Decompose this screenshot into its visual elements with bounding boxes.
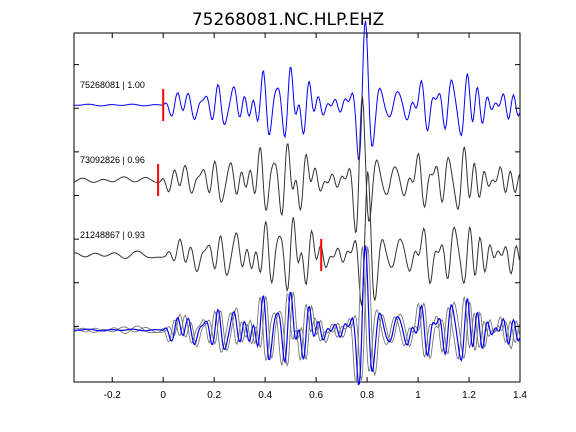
trace-line	[73, 20, 520, 161]
x-tick-label: -0.2	[104, 390, 122, 401]
x-tick-label: 1	[415, 390, 421, 401]
picks-group	[157, 89, 323, 271]
overlay-trace-line	[73, 246, 520, 381]
trace-labels-group: 75268081 | 1.00 73092826 | 0.96 21248867 |…	[80, 80, 145, 240]
y-axis	[74, 64, 520, 327]
trace-label: 73092826 | 0.96	[80, 155, 145, 165]
chart-title: 75268081.NC.HLP.EHZ	[192, 10, 384, 30]
traces-group	[73, 20, 521, 386]
trace-label: 75268081 | 1.00	[80, 80, 145, 90]
plot-frame	[73, 32, 521, 383]
overlay-trace-line	[73, 246, 520, 384]
x-axis: -0.2 0 0.2 0.4 0.6 0.8 1 1.2 1.4	[104, 33, 527, 401]
x-tick-label: 1.2	[462, 390, 476, 401]
x-tick-label: 0.4	[258, 390, 272, 401]
trace-line	[73, 96, 520, 234]
x-tick-label: 0.8	[360, 390, 374, 401]
trace-label: 21248867 | 0.93	[80, 230, 145, 240]
overlay-trace-line	[73, 245, 521, 386]
x-tick-label: 1.4	[513, 390, 527, 401]
x-tick-label: 0.2	[207, 390, 221, 401]
x-tick-label: 0	[160, 390, 166, 401]
x-tick-label: 0.6	[309, 390, 323, 401]
trace-line	[73, 171, 520, 306]
